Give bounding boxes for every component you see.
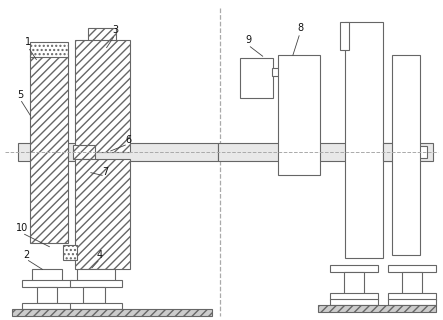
Bar [22,303,72,309]
Bar [240,58,273,98]
Bar [73,145,95,159]
Text: 7: 7 [102,167,108,177]
Text: 6: 6 [125,135,131,145]
Bar [392,55,420,255]
Bar [330,299,378,305]
Bar [30,55,68,243]
Bar [318,305,436,312]
Text: 5: 5 [17,90,23,100]
Text: 2: 2 [23,250,29,260]
Bar [330,265,378,272]
Bar [32,269,62,281]
Bar [83,287,105,303]
Bar [63,245,77,260]
Bar [218,143,433,161]
Bar [30,42,68,57]
Bar [70,280,122,287]
Bar [278,55,320,175]
Text: 9: 9 [245,35,251,45]
Bar [75,159,130,269]
Bar [272,68,279,76]
Text: 1: 1 [25,37,31,47]
Text: 10: 10 [16,223,28,233]
Bar [413,146,427,158]
Bar [88,28,116,42]
Bar [388,265,436,272]
Bar [330,293,378,300]
Bar [37,287,57,303]
Bar [70,303,122,309]
Bar [388,293,436,300]
Bar [402,272,422,294]
Bar [344,272,364,294]
Text: 4: 4 [97,250,103,260]
Text: 8: 8 [297,23,303,33]
Bar [18,143,218,161]
Bar [12,309,212,316]
Text: 3: 3 [112,25,118,35]
Bar [345,22,383,258]
Bar [388,299,436,305]
Bar [340,22,349,50]
Bar [383,143,413,161]
Bar [77,269,115,281]
Bar [22,280,72,287]
Bar [75,40,130,152]
